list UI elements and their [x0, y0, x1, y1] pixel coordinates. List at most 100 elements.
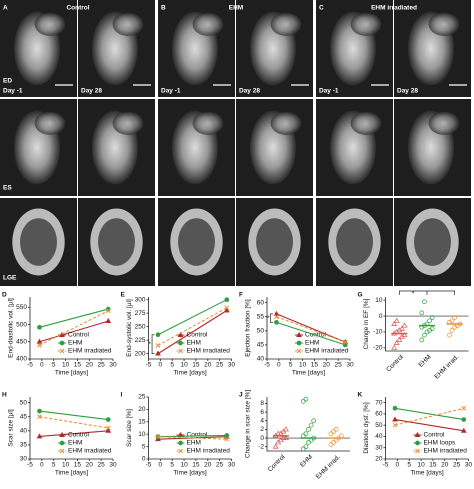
marker [333, 427, 339, 432]
x-tick-label: 0 [40, 362, 44, 369]
marker [396, 327, 403, 333]
ring-inner [98, 218, 135, 266]
marker [224, 297, 230, 303]
marker [105, 427, 112, 433]
marker [308, 437, 314, 443]
x-tick-label: 30 [109, 462, 117, 469]
panel-letter: K [358, 392, 363, 399]
vessel-shape [192, 12, 224, 36]
y-tick-label: 10 [375, 297, 383, 304]
marker [392, 422, 398, 428]
legend-label: EHM irradiated [68, 448, 112, 455]
marker [396, 336, 403, 342]
x-tick-label: Control [267, 453, 287, 473]
y-tick-label: 0 [260, 435, 264, 442]
marker [300, 398, 306, 404]
y-tick-label: 40 [257, 356, 265, 363]
marker [331, 440, 336, 445]
y-tick-label: 55 [257, 313, 265, 320]
x-tick-label: Control [385, 353, 405, 373]
y-tick-label: 10 [138, 431, 146, 438]
legend-label: EHM irradiated [187, 348, 231, 355]
y-tick-label: 5 [142, 443, 146, 450]
y-tick-label: 50 [257, 328, 265, 335]
y-tick-label: 30 [375, 444, 383, 451]
marker [224, 433, 230, 438]
annotation: * [412, 291, 415, 298]
ring-inner [178, 218, 215, 266]
marker [59, 340, 65, 346]
series-line [157, 299, 228, 336]
marker [419, 337, 425, 343]
x-tick-label: 20 [204, 362, 212, 369]
y-tick-label: 40 [375, 433, 383, 440]
x-tick-label: 25 [335, 362, 343, 369]
vessel-shape [112, 12, 144, 36]
marker [393, 317, 400, 323]
marker [300, 433, 306, 439]
x-tick-label: 30 [346, 362, 354, 369]
x-tick-label: 5 [52, 362, 56, 369]
x-tick-label: 15 [192, 362, 200, 369]
x-tick-label: -5 [264, 362, 270, 369]
series-line [157, 310, 228, 355]
legend-label: EHM irradiated [305, 348, 349, 355]
marker [399, 325, 405, 331]
x-axis-label: Time [days] [410, 470, 444, 477]
marker [331, 429, 336, 434]
series-line [276, 321, 346, 346]
legend-label: EHM [68, 340, 82, 347]
legend-label: Control [187, 332, 209, 339]
marker [392, 405, 398, 411]
vessel-shape [428, 12, 460, 36]
legend-label: EHM loops [424, 440, 457, 447]
series-line [157, 436, 227, 440]
marker [296, 348, 302, 354]
marker [303, 444, 309, 450]
marker [105, 308, 111, 314]
x-tick-label: 0 [159, 462, 163, 469]
marker [36, 338, 43, 344]
x-tick-label: 20 [86, 362, 94, 369]
x-tick-label: 20 [204, 462, 212, 469]
marker [224, 305, 230, 311]
y-tick-label: 550 [16, 304, 27, 311]
marker [224, 436, 230, 442]
y-tick-label: 60 [375, 411, 383, 418]
marker [303, 396, 309, 402]
marker [37, 414, 42, 420]
x-tick-label: 20 [323, 362, 331, 369]
panel-title: EHM [229, 5, 243, 12]
y-tick-label: 400 [16, 356, 27, 363]
y-tick-label: -20 [373, 345, 383, 352]
series-line [39, 310, 109, 346]
day-label: Day -1 [161, 88, 181, 95]
x-tick-label: -5 [146, 462, 152, 469]
x-tick-label: 5 [170, 362, 174, 369]
panel-title: Control [66, 5, 89, 12]
y-tick-label: 20 [138, 406, 146, 413]
day-label: Day -1 [3, 88, 23, 95]
series-line [394, 419, 464, 432]
vessel-shape [428, 111, 460, 135]
marker [296, 331, 302, 337]
series-line [39, 410, 109, 421]
marker [155, 434, 161, 440]
x-tick-label: 20 [86, 462, 94, 469]
sig-bracket [151, 334, 155, 354]
y-tick-label: 450 [16, 338, 27, 345]
x-tick-label: -5 [383, 462, 389, 469]
panel-letter: A [3, 5, 8, 12]
y-axis-label: Ejection fraction [%] [245, 299, 252, 357]
legend-label: Control [187, 432, 209, 439]
y-tick-label: 45 [257, 342, 265, 349]
x-axis-label: Time [days] [55, 470, 89, 477]
series-line [157, 307, 228, 347]
vessel-shape [270, 111, 302, 135]
marker [414, 431, 421, 437]
legend-label: EHM [68, 440, 82, 447]
panel-title: EHM irradiated [371, 5, 417, 12]
y-tick-label: 6 [260, 409, 264, 416]
x-tick-label: -5 [146, 362, 152, 369]
y-tick-label: 4 [260, 417, 264, 424]
